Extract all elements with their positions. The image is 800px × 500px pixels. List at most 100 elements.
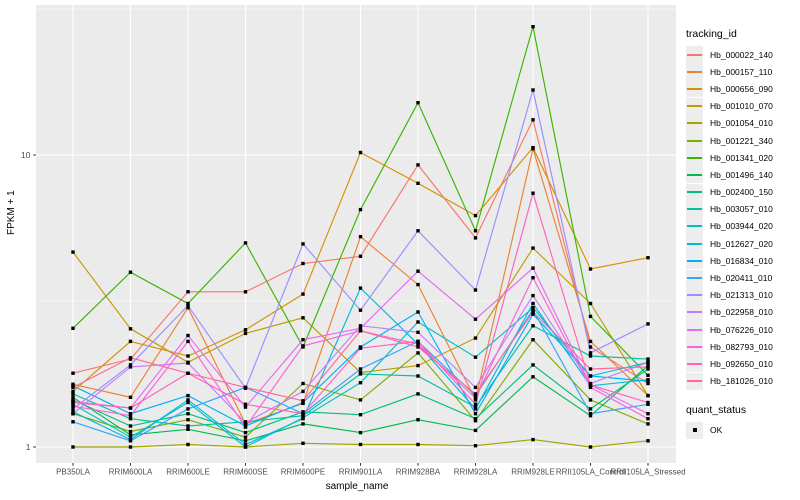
data-point: [531, 88, 535, 92]
legend-entry-Hb_092650_010: Hb_092650_010: [686, 355, 800, 373]
data-point: [473, 402, 478, 406]
legend-key-swatch: [686, 97, 703, 115]
data-point: [128, 363, 133, 367]
series-color-line-icon: [687, 362, 702, 365]
legend-label: Hb_076226_010: [710, 324, 773, 335]
legend-quant-status: quant_status OK: [686, 404, 800, 439]
legend-label: Hb_003944_020: [710, 221, 773, 232]
data-point: [358, 324, 363, 328]
data-point: [473, 213, 478, 218]
series-color-line-icon: [687, 277, 702, 280]
x-tick-label: RRIM928BA: [396, 468, 441, 477]
legend-key-swatch: [686, 252, 703, 270]
legend-key-swatch: [686, 114, 703, 132]
series-color-line-icon: [687, 259, 702, 262]
data-point: [71, 410, 75, 414]
data-point: [243, 435, 248, 439]
legend-key-swatch: [686, 217, 703, 235]
data-point: [358, 235, 363, 239]
data-point: [71, 250, 75, 254]
data-point: [416, 345, 420, 349]
series-color-line-icon: [687, 328, 702, 331]
data-point: [71, 395, 75, 399]
data-point: [358, 254, 363, 258]
data-point: [301, 422, 305, 426]
data-point: [71, 445, 75, 449]
data-point: [358, 308, 363, 312]
data-point: [416, 374, 420, 378]
data-point: [186, 339, 190, 344]
legend-entry-Hb_022958_010: Hb_022958_010: [686, 303, 800, 321]
data-point: [128, 365, 133, 369]
data-point: [186, 290, 190, 294]
legend-key-swatch: [686, 286, 703, 304]
data-point: [243, 442, 248, 447]
data-point: [416, 320, 420, 324]
data-point: [301, 417, 305, 421]
data-point: [646, 367, 650, 371]
data-point: [473, 229, 478, 233]
data-point: [128, 424, 133, 428]
data-point: [71, 402, 75, 406]
data-point: [186, 371, 190, 375]
data-point: [186, 393, 190, 398]
legend-key-swatch: [686, 80, 703, 98]
data-point: [243, 241, 248, 245]
data-point: [71, 389, 75, 394]
data-point: [473, 405, 478, 409]
x-tick-label: RRIM600LE: [166, 468, 210, 477]
data-point: [588, 414, 593, 418]
data-point: [186, 306, 190, 310]
legend-label: Hb_003057_010: [710, 204, 773, 215]
legend-key-swatch: [686, 303, 703, 321]
legend-label: Hb_001054_010: [710, 118, 773, 129]
y-tick-label: 10: [21, 150, 31, 160]
data-point: [301, 381, 305, 386]
legend-title-tracking-id: tracking_id: [686, 28, 737, 40]
data-point: [531, 338, 535, 342]
data-point: [531, 246, 535, 250]
data-point: [128, 435, 133, 439]
data-point: [531, 191, 535, 195]
legend-entry-Hb_001054_010: Hb_001054_010: [686, 114, 800, 132]
data-point: [71, 400, 75, 405]
series-color-line-icon: [687, 294, 702, 297]
data-point: [473, 417, 478, 421]
data-point: [473, 336, 478, 340]
series-color-line-icon: [687, 173, 702, 176]
data-point: [243, 402, 248, 406]
data-point: [186, 361, 190, 365]
data-point: [128, 417, 133, 421]
data-point: [416, 342, 420, 346]
series-color-line-icon: [687, 156, 702, 159]
quant-status-key: [686, 421, 703, 439]
series-color-line-icon: [687, 208, 702, 211]
data-point: [646, 381, 650, 386]
data-point: [358, 442, 363, 447]
data-point: [646, 373, 650, 377]
series-color-line-icon: [687, 242, 702, 245]
legend-entry-Hb_016834_010: Hb_016834_010: [686, 252, 800, 270]
series-color-line-icon: [687, 191, 702, 194]
data-point: [301, 338, 305, 342]
data-point: [243, 430, 248, 435]
data-point: [531, 324, 535, 328]
legend-key-swatch: [686, 166, 703, 184]
legend-entry-Hb_000656_090: Hb_000656_090: [686, 80, 800, 98]
data-point: [416, 339, 420, 344]
data-point: [243, 405, 248, 409]
data-point: [71, 392, 75, 396]
data-point: [186, 442, 190, 447]
data-point: [588, 398, 593, 402]
data-point: [416, 351, 420, 355]
data-point: [301, 412, 305, 416]
data-point: [358, 430, 363, 435]
data-point: [646, 402, 650, 406]
data-point: [473, 428, 478, 433]
legend: tracking_id Hb_000022_140 Hb_000157_110 Hb…: [686, 28, 800, 439]
legend-key-swatch: [686, 149, 703, 167]
data-point: [531, 312, 535, 316]
data-point: [301, 399, 305, 403]
data-point: [416, 101, 420, 105]
x-tick-label: RRII105LA_Stressed: [610, 468, 685, 477]
